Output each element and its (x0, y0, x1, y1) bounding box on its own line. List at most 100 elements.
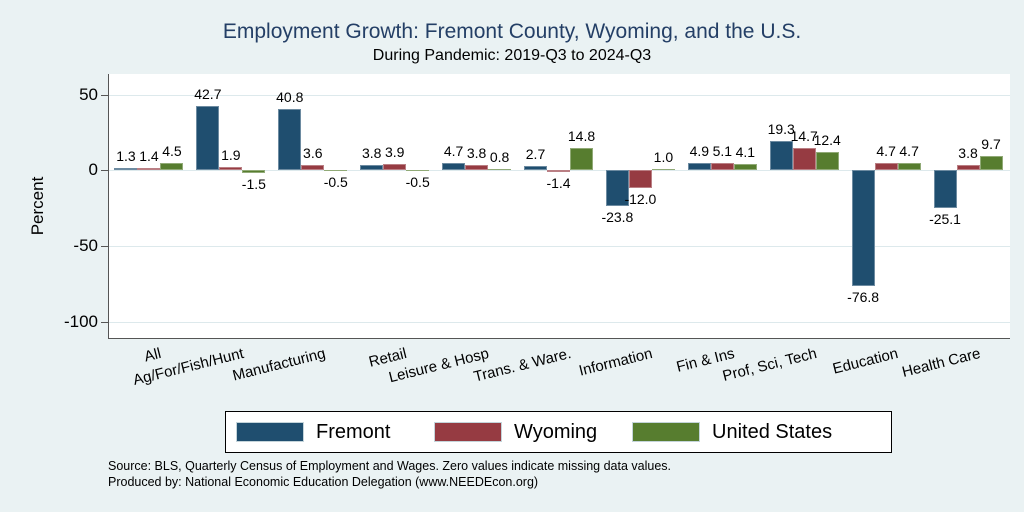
x-axis-category-label: Prof, Sci, Tech (720, 345, 819, 385)
value-label: 1.9 (221, 147, 241, 164)
bar-united-states (651, 168, 675, 171)
value-label: 9.7 (981, 135, 1001, 152)
value-label: 1.0 (653, 148, 674, 165)
legend-swatch (632, 422, 700, 442)
value-label: -1.5 (241, 175, 266, 192)
bar-united-states (570, 147, 593, 171)
value-label: 3.8 (958, 144, 978, 161)
bar-fremont (442, 163, 466, 171)
gridline (109, 321, 1010, 323)
legend-item-united-states: United States (632, 412, 832, 452)
bar-wyoming (710, 162, 734, 171)
x-axis-category-label: All (142, 345, 164, 366)
value-label: 42.7 (194, 85, 222, 102)
value-label: -76.8 (847, 289, 880, 306)
legend: Fremont Wyoming United States (225, 411, 892, 453)
y-axis-tick (101, 321, 108, 323)
bar-wyoming (383, 164, 407, 171)
value-label: 0.8 (489, 149, 510, 166)
value-label: 1.4 (139, 148, 159, 165)
legend-item-wyoming: Wyoming (434, 412, 597, 452)
bar-united-states (733, 164, 757, 171)
value-label: 5.1 (712, 142, 733, 159)
bar-fremont (114, 168, 138, 171)
bar-united-states (488, 169, 512, 171)
bar-fremont (933, 170, 957, 209)
value-label: 1.3 (116, 148, 136, 165)
legend-swatch (434, 422, 502, 442)
bar-wyoming (874, 163, 898, 171)
value-label: -1.4 (546, 175, 571, 192)
bar-united-states (406, 170, 430, 172)
value-label: 4.7 (899, 143, 919, 160)
bar-united-states (979, 155, 1003, 171)
bar-united-states (324, 170, 348, 172)
value-label: -0.5 (323, 174, 348, 191)
bar-wyoming (465, 164, 489, 171)
source-notes: Source: BLS, Quarterly Census of Employm… (108, 458, 671, 490)
chart-title: Employment Growth: Fremont County, Wyomi… (222, 20, 802, 43)
bar-wyoming (628, 170, 652, 189)
value-label: 4.7 (876, 143, 896, 160)
value-label: 4.9 (689, 142, 710, 159)
bar-fremont (605, 170, 629, 207)
value-label: 14.7 (790, 128, 818, 145)
value-label: -25.1 (929, 211, 961, 228)
value-label: 3.9 (384, 144, 405, 161)
bar-fremont (278, 108, 302, 171)
chart-subtitle: During Pandemic: 2019-Q3 to 2024-Q3 (372, 47, 652, 64)
x-axis-category-label: Information (577, 345, 655, 380)
bar-united-states (897, 163, 921, 171)
value-label: 19.3 (767, 121, 795, 138)
value-label: 40.8 (276, 88, 304, 105)
bar-wyoming (547, 170, 570, 173)
value-label: 3.6 (303, 144, 323, 161)
legend-item-fremont: Fremont (236, 412, 390, 452)
y-axis-tick-label: 50 (79, 84, 98, 104)
value-label: 3.8 (466, 144, 487, 161)
gridline (109, 94, 1010, 96)
bar-wyoming (137, 168, 161, 171)
value-label: 14.8 (567, 127, 596, 144)
source-note: Source: BLS, Quarterly Census of Employm… (108, 459, 672, 473)
value-label: -12.0 (624, 191, 657, 208)
value-label: 2.7 (525, 146, 546, 163)
legend-label: Fremont (316, 420, 391, 443)
y-axis-tick (101, 245, 108, 247)
x-axis-category-label: Health Care (900, 345, 983, 381)
y-axis-tick-label: 0 (88, 160, 98, 180)
value-label: 4.1 (735, 144, 756, 161)
bar-fremont (524, 166, 547, 171)
bar-wyoming (219, 167, 243, 171)
bar-fremont (769, 141, 793, 171)
y-axis-label: Percent (28, 176, 47, 236)
y-axis-tick (101, 170, 108, 172)
legend-swatch (236, 422, 304, 442)
bar-fremont (196, 105, 220, 171)
gridline (109, 245, 1010, 247)
bar-wyoming (792, 148, 816, 171)
value-label: -23.8 (601, 209, 634, 226)
y-axis-tick-label: -50 (73, 235, 98, 255)
bar-united-states (242, 170, 266, 173)
legend-label: Wyoming (514, 420, 598, 443)
bar-wyoming (956, 164, 980, 171)
x-axis-category-label: Manufacturing (230, 345, 327, 385)
value-label: 12.4 (813, 131, 841, 148)
bar-fremont (687, 162, 711, 171)
bar-wyoming (301, 164, 325, 171)
x-axis-category-label: Education (831, 345, 901, 378)
value-label: 3.8 (361, 144, 382, 161)
y-axis-tick (101, 94, 108, 96)
y-axis-tick-label: -100 (63, 311, 98, 331)
value-label: 4.7 (443, 143, 464, 160)
bar-united-states (160, 163, 184, 171)
value-label: 4.5 (162, 143, 182, 160)
bar-fremont (360, 164, 384, 171)
bar-fremont (851, 170, 875, 287)
producer-note: Produced by: National Economic Education… (108, 475, 539, 489)
value-label: -0.5 (405, 174, 430, 191)
bar-united-states (815, 151, 839, 171)
legend-label: United States (712, 420, 833, 443)
